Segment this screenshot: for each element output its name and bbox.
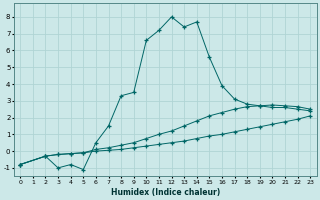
X-axis label: Humidex (Indice chaleur): Humidex (Indice chaleur) [111, 188, 220, 197]
